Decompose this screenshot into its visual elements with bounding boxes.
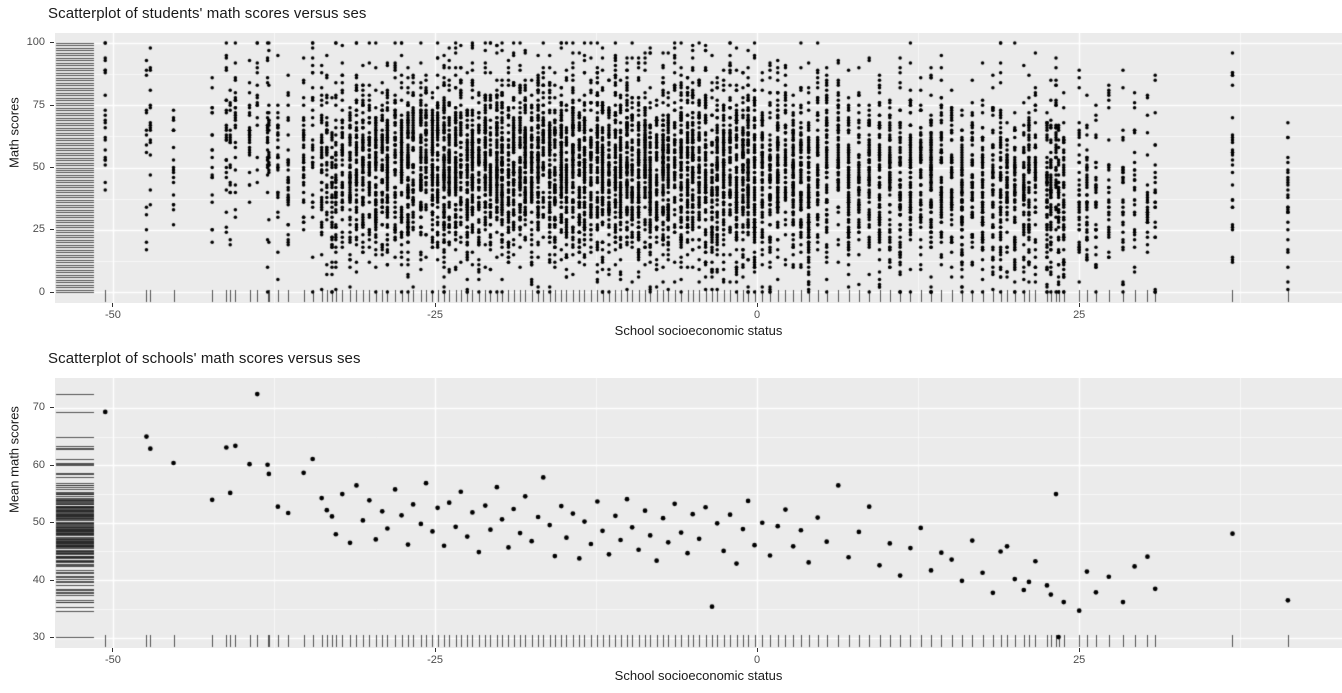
y-axis-tick (50, 464, 54, 466)
schools-scatter-panel (55, 378, 1342, 648)
x-tick-label: -25 (427, 654, 443, 666)
x-axis-title-schools: School socioeconomic status (614, 668, 783, 683)
y-tick-label: 75 (32, 98, 45, 111)
y-axis-tick (50, 42, 54, 44)
y-axis-tick (50, 167, 54, 168)
x-tick-label: -50 (105, 309, 121, 321)
y-tick-label: 30 (32, 631, 45, 644)
y-axis-tick (50, 291, 54, 293)
x-axis-tick (434, 303, 436, 307)
x-tick-label: -50 (105, 654, 121, 666)
x-tick-label: 0 (754, 309, 761, 321)
y-axis-tick (50, 579, 54, 581)
x-tick-label: 25 (1073, 309, 1086, 321)
plot-title-students: Scatterplot of students' math scores ver… (48, 5, 367, 22)
x-axis-tick (1078, 303, 1080, 307)
y-axis-tick (50, 522, 54, 524)
y-tick-label: 100 (26, 36, 45, 49)
x-tick-label: 0 (754, 654, 761, 666)
x-axis-tick (434, 648, 436, 652)
students-scatter-panel (55, 33, 1342, 303)
x-axis-tick (112, 648, 114, 652)
y-tick-label: 60 (32, 458, 45, 471)
x-tick-label: -25 (427, 309, 443, 321)
y-tick-label: 25 (32, 223, 45, 236)
y-axis-tick (50, 637, 54, 639)
x-axis-tick (756, 648, 758, 652)
y-tick-label: 50 (32, 161, 45, 173)
y-tick-label: 40 (32, 573, 45, 586)
y-axis-tick (50, 104, 54, 106)
x-tick-label: 25 (1073, 654, 1086, 666)
y-tick-label: 50 (32, 516, 45, 529)
x-axis-tick (1078, 648, 1080, 652)
plot-title-schools: Scatterplot of schools' math scores vers… (48, 350, 361, 367)
x-axis-tick (112, 303, 114, 307)
y-tick-label: 0 (38, 285, 45, 298)
y-tick-label: 70 (32, 401, 45, 414)
y-axis-tick (50, 229, 54, 231)
x-axis-tick (756, 303, 758, 307)
x-axis-title-students: School socioeconomic status (614, 323, 783, 338)
y-axis-tick (50, 407, 54, 409)
